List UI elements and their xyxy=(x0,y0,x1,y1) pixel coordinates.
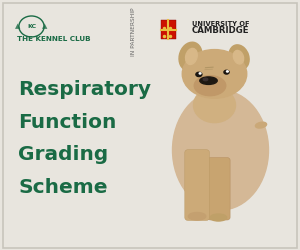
Ellipse shape xyxy=(200,77,217,84)
Ellipse shape xyxy=(226,71,228,72)
Text: Respiratory: Respiratory xyxy=(18,80,151,99)
Text: Scheme: Scheme xyxy=(18,178,107,197)
Ellipse shape xyxy=(203,78,208,81)
Ellipse shape xyxy=(194,76,226,96)
Ellipse shape xyxy=(194,88,236,123)
FancyBboxPatch shape xyxy=(160,20,176,39)
Text: IN PARTNERSHIP: IN PARTNERSHIP xyxy=(131,7,136,56)
Text: ▲: ▲ xyxy=(42,23,48,29)
Ellipse shape xyxy=(182,50,247,98)
Text: Function: Function xyxy=(18,113,116,132)
FancyBboxPatch shape xyxy=(208,158,230,220)
Ellipse shape xyxy=(199,73,201,74)
Text: THE KENNEL CLUB: THE KENNEL CLUB xyxy=(17,36,91,42)
Ellipse shape xyxy=(210,214,227,221)
Text: Grading: Grading xyxy=(18,145,108,164)
Ellipse shape xyxy=(255,122,267,128)
Text: ▲: ▲ xyxy=(15,23,21,29)
Ellipse shape xyxy=(179,42,202,71)
Text: KC: KC xyxy=(27,24,36,29)
Ellipse shape xyxy=(224,70,229,74)
Ellipse shape xyxy=(196,72,202,76)
Ellipse shape xyxy=(185,48,197,64)
Ellipse shape xyxy=(229,45,249,70)
Text: UNIVERSITY OF: UNIVERSITY OF xyxy=(192,21,249,27)
FancyBboxPatch shape xyxy=(185,150,209,220)
Text: CAMBRIDGE: CAMBRIDGE xyxy=(192,26,249,35)
Ellipse shape xyxy=(172,90,268,210)
Ellipse shape xyxy=(188,212,206,220)
Ellipse shape xyxy=(233,50,244,64)
